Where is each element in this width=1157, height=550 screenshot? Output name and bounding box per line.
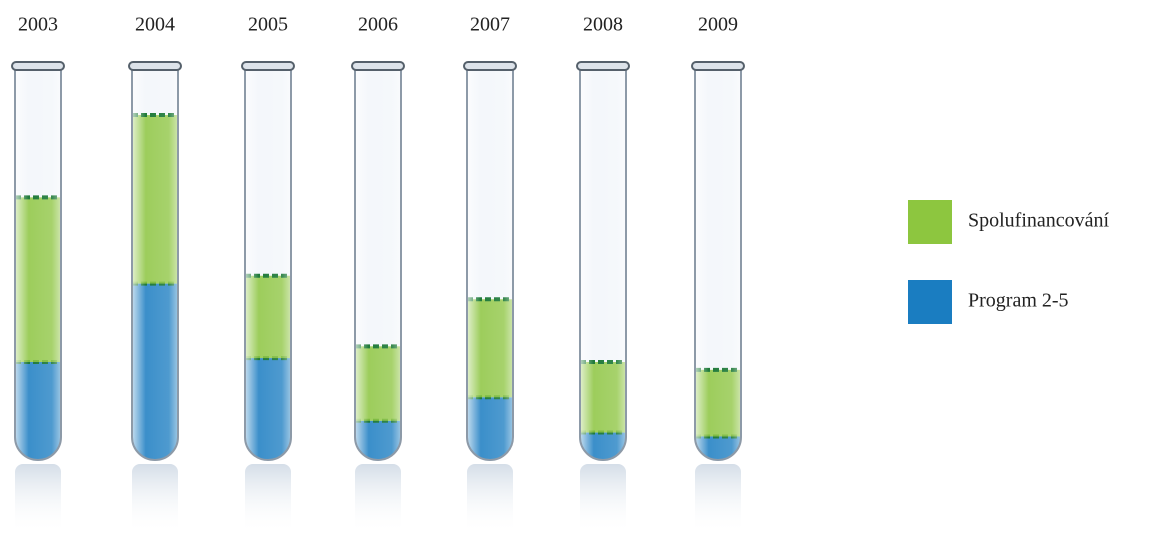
tube [245,68,291,460]
glass-shine [15,68,61,460]
legend-label: Spolufinancování [968,210,1110,232]
glass-shine [580,68,626,460]
tube [15,68,61,460]
chart: 2003 2004 2005 2006 2007 2008 2009 Spolufinanco… [0,0,1157,550]
tube-rim [692,62,744,70]
reflection [467,464,513,534]
reflection [15,464,61,534]
glass-shine [245,68,291,460]
legend-swatch [908,200,952,244]
tube-rim [352,62,404,70]
x-tick-label: 2004 [135,14,175,36]
x-tick-label: 2007 [470,14,510,36]
tube-rim [12,62,64,70]
glass-shine [132,68,178,460]
reflection [695,464,741,534]
tube [580,68,626,460]
reflection [355,464,401,534]
tube [355,68,401,460]
glass-shine [355,68,401,460]
tube-rim [577,62,629,70]
reflection [132,464,178,534]
x-tick-label: 2008 [583,14,623,36]
tube [132,68,178,460]
x-tick-label: 2005 [248,14,288,36]
tube [695,68,741,460]
reflection [245,464,291,534]
reflection [580,464,626,534]
x-tick-label: 2006 [358,14,398,36]
x-tick-label: 2003 [18,14,58,36]
tube-rim [464,62,516,70]
legend-swatch [908,280,952,324]
tube-rim [242,62,294,70]
legend-label: Program 2-5 [968,290,1069,312]
x-tick-label: 2009 [698,14,738,36]
glass-shine [695,68,741,460]
glass-shine [467,68,513,460]
tube [467,68,513,460]
tube-rim [129,62,181,70]
